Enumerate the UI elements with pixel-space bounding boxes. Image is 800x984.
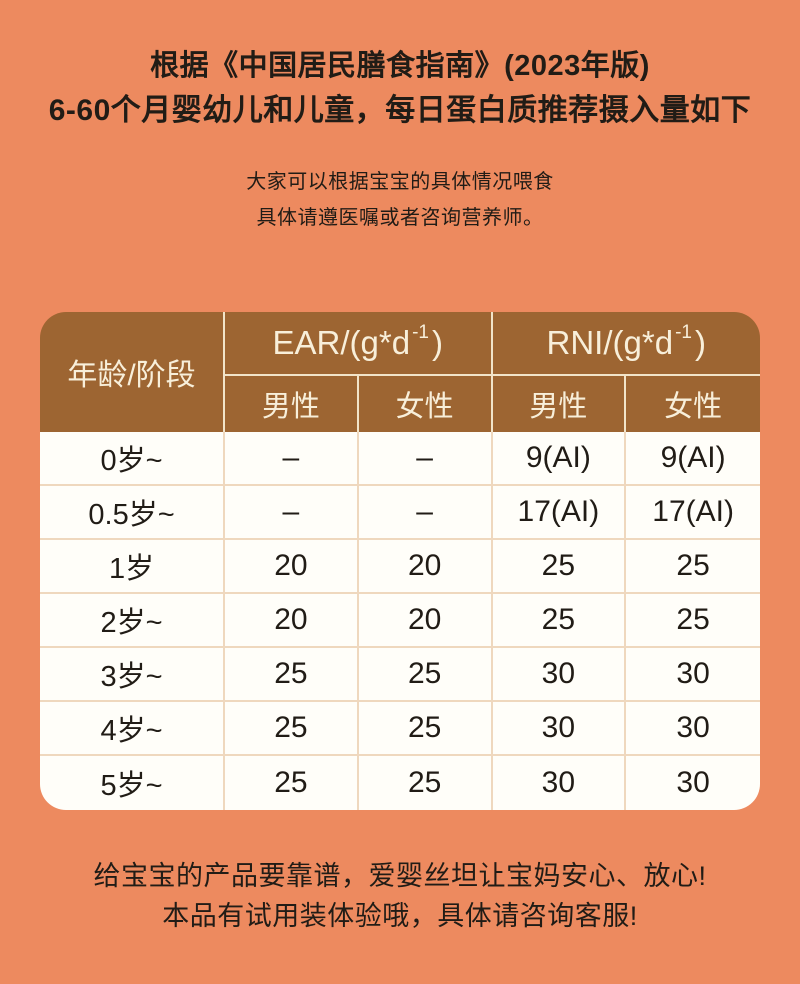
value-cell: 20 (225, 594, 359, 648)
note-line-2: 具体请遵医嘱或者咨询营养师。 (256, 207, 544, 229)
notes-block: 大家可以根据宝宝的具体情况喂食 具体请遵医嘱或者咨询营养师。 (0, 164, 800, 236)
table-row: 0岁~ – – 9(AI) 9(AI) (40, 432, 760, 486)
value-cell: 25 (626, 540, 760, 594)
value-cell: 25 (492, 540, 627, 594)
value-cell: 25 (492, 594, 627, 648)
value-cell: 25 (225, 756, 359, 810)
column-header-rni-male: 男性 (492, 376, 627, 432)
title-line-2: 6-60个月婴幼儿和儿童，每日蛋白质推荐摄入量如下 (48, 94, 752, 127)
column-header-rni-female: 女性 (626, 376, 760, 432)
footer-line-1: 给宝宝的产品要靠谱，爱婴丝坦让宝妈安心、放心! (93, 861, 707, 891)
ear-label-close: ) (432, 324, 443, 361)
table-row: 0.5岁~ – – 17(AI) 17(AI) (40, 486, 760, 540)
value-cell: – (358, 486, 493, 540)
value-cell: 30 (492, 702, 627, 756)
value-cell: 25 (225, 648, 359, 702)
value-cell: – (225, 432, 359, 486)
note-line-1: 大家可以根据宝宝的具体情况喂食 (246, 171, 554, 193)
value-cell: 30 (626, 648, 760, 702)
value-cell: 30 (626, 756, 760, 810)
rni-label-base: RNI/(g*d (546, 324, 674, 361)
protein-intake-table: 年龄/阶段 EAR/(g*d -1) RNI/(g*d -1) 男性 女性 男性 女… (40, 312, 760, 810)
table-wrap: 年龄/阶段 EAR/(g*d -1) RNI/(g*d -1) 男性 女性 男性 女… (40, 312, 760, 810)
column-group-rni: RNI/(g*d -1) (492, 312, 760, 376)
value-cell: 30 (492, 648, 627, 702)
value-cell: 30 (492, 756, 627, 810)
rni-label-exponent: -1 (675, 322, 692, 343)
column-group-ear: EAR/(g*d -1) (225, 312, 493, 376)
header-sub-row: 男性 女性 男性 女性 (40, 376, 760, 432)
value-cell: 17(AI) (492, 486, 627, 540)
table-row: 3岁~ 25 25 30 30 (40, 648, 760, 702)
table-row: 4岁~ 25 25 30 30 (40, 702, 760, 756)
value-cell: 20 (358, 540, 493, 594)
value-cell: – (358, 432, 493, 486)
value-cell: 17(AI) (626, 486, 760, 540)
column-header-ear-male: 男性 (225, 376, 359, 432)
value-cell: 20 (225, 540, 359, 594)
table-row: 1岁 20 20 25 25 (40, 540, 760, 594)
footer-line-2: 本品有试用装体验哦，具体请咨询客服! (162, 901, 638, 931)
value-cell: 9(AI) (492, 432, 627, 486)
value-cell: 25 (358, 702, 493, 756)
intro-block: 根据《中国居民膳食指南》(2023年版) 6-60个月婴幼儿和儿童，每日蛋白质推… (0, 0, 800, 134)
header-group-row: 年龄/阶段 EAR/(g*d -1) RNI/(g*d -1) (40, 312, 760, 432)
value-cell: 20 (358, 594, 493, 648)
age-cell: 2岁~ (40, 594, 226, 648)
age-cell: 4岁~ (40, 702, 226, 756)
age-cell: 3岁~ (40, 648, 226, 702)
value-cell: 25 (225, 702, 359, 756)
rni-label-close: ) (694, 324, 706, 361)
value-cell: 25 (626, 594, 760, 648)
value-cell: – (225, 486, 359, 540)
value-cell: 25 (358, 648, 493, 702)
ear-label-exponent: -1 (412, 322, 429, 343)
value-cell: 9(AI) (626, 432, 760, 486)
table-row: 2岁~ 20 20 25 25 (40, 594, 760, 648)
column-header-ear-female: 女性 (358, 376, 493, 432)
table-row: 5岁~ 25 25 30 30 (40, 756, 760, 810)
value-cell: 25 (358, 756, 493, 810)
column-header-age: 年龄/阶段 (40, 312, 226, 432)
age-cell: 5岁~ (40, 756, 226, 810)
footer-block: 给宝宝的产品要靠谱，爱婴丝坦让宝妈安心、放心! 本品有试用装体验哦，具体请咨询客… (0, 856, 800, 936)
value-cell: 30 (626, 702, 760, 756)
ear-label-base: EAR/(g*d (272, 324, 411, 361)
age-cell: 0.5岁~ (40, 486, 226, 540)
title-line-1: 根据《中国居民膳食指南》(2023年版) (150, 50, 650, 82)
age-cell: 1岁 (40, 540, 226, 594)
age-cell: 0岁~ (40, 432, 226, 486)
